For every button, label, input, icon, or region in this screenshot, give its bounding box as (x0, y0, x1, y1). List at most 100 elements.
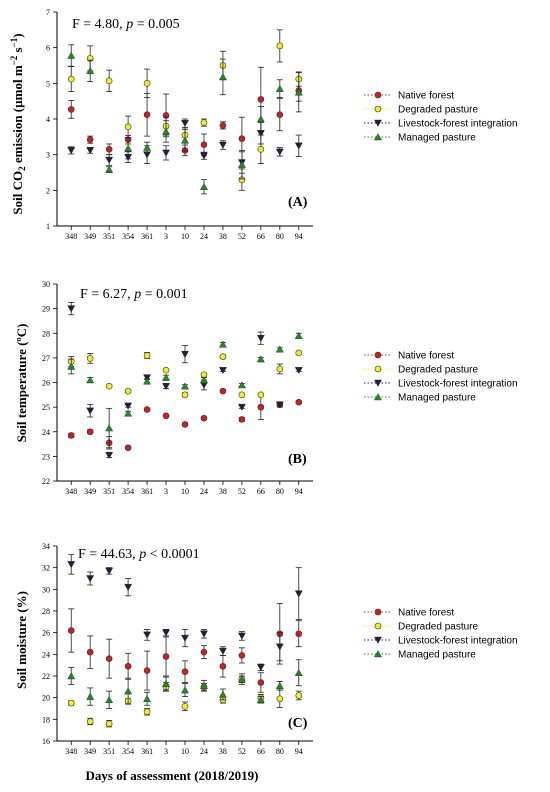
x-tick-label: 24 (200, 232, 208, 241)
data-point (200, 119, 208, 126)
data-point (86, 718, 94, 725)
x-tick-label: 354 (122, 487, 134, 496)
data-point (276, 695, 284, 703)
legend-marker (374, 393, 382, 401)
x-tick-label: 66 (257, 747, 265, 756)
x-tick-label: 361 (141, 232, 153, 241)
data-point (295, 349, 303, 357)
series-native-forest (67, 387, 303, 452)
data-point (86, 136, 94, 143)
data-point (67, 561, 76, 569)
data-point (294, 142, 303, 150)
y-tick-label: 16 (42, 737, 50, 746)
data-point (105, 696, 114, 704)
data-point (105, 156, 114, 164)
data-point (275, 681, 284, 689)
x-tick-label: 3 (164, 232, 168, 241)
data-point (105, 720, 113, 727)
legend-marker (374, 608, 382, 616)
data-point (124, 387, 132, 395)
data-point (67, 305, 76, 313)
legend-label: Livestock-forest integration (398, 379, 518, 390)
data-point (257, 391, 265, 399)
data-point (238, 135, 246, 142)
legend-label: Managed pasture (398, 393, 476, 404)
data-point (237, 381, 246, 389)
x-axis-title: Days of assessment (2018/2019) (86, 768, 259, 783)
y-tick-label: 22 (42, 477, 50, 486)
data-point (257, 96, 265, 103)
data-point (162, 149, 170, 157)
data-point (67, 75, 75, 83)
data-point (275, 401, 284, 409)
data-point (295, 398, 303, 406)
data-point (200, 141, 208, 148)
x-tick-label: 351 (103, 232, 115, 241)
data-point (143, 377, 152, 385)
x-tick-label: 52 (238, 232, 246, 241)
x-tick-label: 94 (295, 487, 303, 496)
data-point (124, 687, 133, 695)
data-point (275, 84, 284, 92)
x-tick-label: 348 (65, 487, 77, 496)
x-tick-label: 80 (276, 747, 284, 756)
legend-marker (374, 650, 382, 658)
legend-label: Degraded pasture (398, 105, 478, 116)
x-tick-label: 349 (84, 232, 96, 241)
data-point (295, 692, 303, 699)
x-tick-label: 24 (200, 487, 208, 496)
legend-marker (374, 636, 382, 644)
x-tick-label: 354 (122, 232, 134, 241)
data-point (143, 708, 151, 716)
data-point (86, 376, 95, 384)
series-livestock-forest-integration (67, 554, 303, 672)
data-point (124, 409, 133, 417)
series-managed-pasture (67, 331, 303, 449)
data-point (162, 127, 170, 135)
x-tick-label: 24 (200, 747, 208, 756)
y-tick-label: 28 (42, 607, 50, 616)
panel-a-y-axis-title: Soil CO2 emission (µmol m−2 s−1) (9, 33, 27, 214)
y-tick-label: 2 (46, 186, 50, 195)
data-point (67, 699, 75, 707)
data-point (276, 42, 284, 50)
data-point (143, 352, 151, 359)
y-tick-label: 7 (46, 8, 50, 17)
data-point (143, 631, 152, 639)
data-point (105, 424, 114, 432)
x-tick-label: 349 (84, 747, 96, 756)
y-tick-label: 5 (46, 79, 50, 88)
data-point (181, 668, 189, 675)
legend-label: Native forest (398, 351, 454, 362)
data-point (143, 111, 151, 119)
legend-label: Native forest (398, 91, 454, 102)
data-point (86, 648, 94, 656)
data-point (237, 160, 246, 168)
data-point (162, 653, 170, 660)
x-tick-label: 38 (219, 232, 227, 241)
data-point (67, 362, 76, 370)
data-point (124, 144, 133, 152)
x-tick-label: 10 (181, 232, 189, 241)
panel-a: F = 4.80, p = 0.005 (A) Soil CO2 emissio… (9, 8, 313, 241)
data-point (238, 391, 246, 399)
data-point (181, 703, 189, 710)
data-point (237, 632, 246, 640)
y-tick-label: 1 (46, 222, 50, 231)
data-point (294, 590, 303, 598)
series-managed-pasture (67, 44, 303, 195)
series-degraded-pasture (67, 349, 303, 399)
data-point (181, 391, 189, 399)
data-point (219, 387, 227, 395)
x-tick-label: 361 (141, 487, 153, 496)
legend-panel-1: Native forest Degraded pasture Livestock-f… (364, 91, 518, 144)
panel-c-y-axis-title: Soil moisture (%) (14, 591, 29, 689)
y-tick-label: 26 (42, 379, 50, 388)
y-tick-label: 20 (42, 694, 50, 703)
x-tick-label: 348 (65, 232, 77, 241)
data-point (218, 73, 227, 81)
data-point (294, 88, 303, 96)
data-point (143, 406, 151, 413)
y-tick-label: 22 (42, 672, 50, 681)
legend-label: Degraded pasture (398, 622, 478, 633)
